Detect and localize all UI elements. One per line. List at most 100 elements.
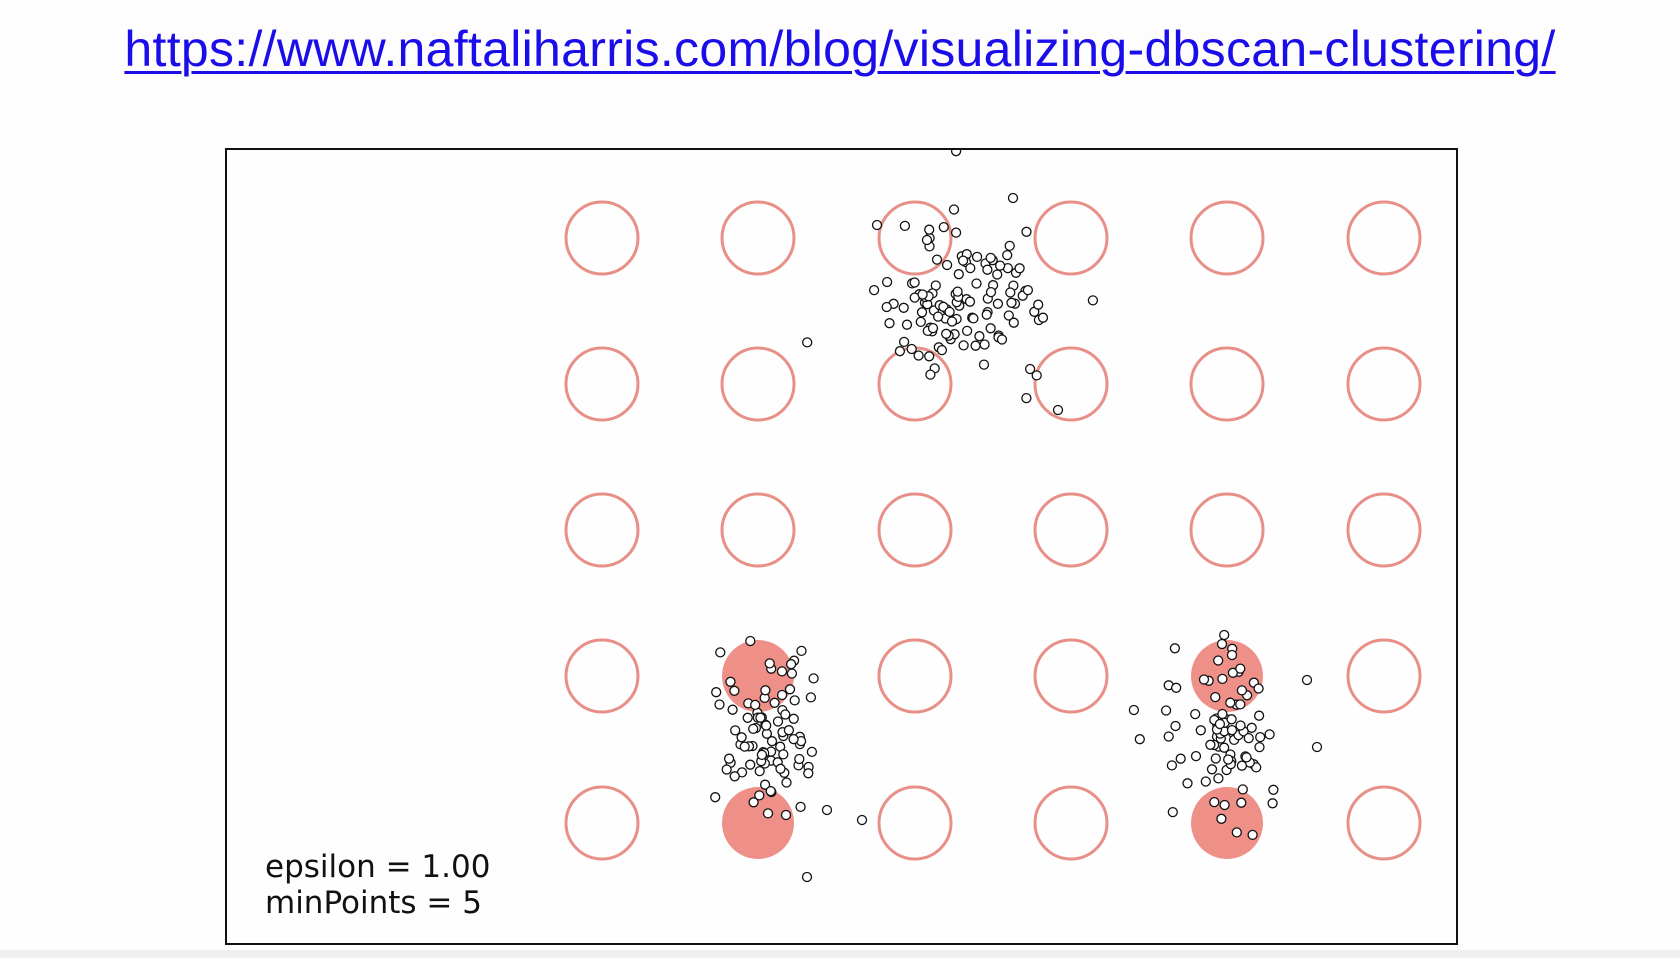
grid-circle [564,346,640,422]
grid-circle [1189,200,1265,276]
data-point [754,790,765,801]
data-point [784,684,796,695]
minpoints-label: minPoints = 5 [265,885,482,921]
data-point [985,286,997,298]
grid-circle [1346,492,1422,568]
data-point [729,771,740,782]
data-point [1169,643,1181,654]
parameters-label: epsilon = 1.00 minPoints = 5 [265,849,490,921]
outlier-point [780,809,792,821]
grid-circle [1033,638,1109,714]
data-point [1128,704,1140,716]
data-point [781,777,792,788]
data-point [742,712,753,723]
data-point [1247,829,1258,841]
core-circle-filled [722,787,794,859]
data-point [938,221,949,233]
data-point [1236,760,1248,771]
data-point [925,369,936,380]
data-point [1253,710,1265,721]
data-point [915,316,926,328]
data-point [1031,370,1042,381]
data-point [1226,724,1238,736]
data-point [1198,674,1210,685]
data-point [899,220,911,232]
data-point [1241,752,1252,763]
grid-circle [564,200,640,276]
data-point [1219,629,1230,641]
data-point [762,808,774,819]
data-point [710,792,721,803]
data-point [927,322,939,334]
dbscan-visualization[interactable]: epsilon = 1.00 minPoints = 5 [225,148,1458,945]
data-point [981,309,992,320]
data-point [985,323,996,334]
data-point [727,704,738,715]
data-point [1264,729,1275,740]
grid-circle [1346,200,1422,276]
data-point [992,298,1004,309]
data-point [750,699,761,711]
data-point [1022,284,1034,296]
data-point [1170,720,1181,732]
data-point [1255,731,1266,743]
data-point [1235,720,1246,731]
data-point [1235,663,1246,674]
data-point [985,252,996,264]
blog-url-link[interactable]: https://www.naftaliharris.com/blog/visua… [124,21,1556,77]
data-point [766,736,778,747]
data-point [776,666,788,677]
grid-circle [564,492,640,568]
data-point [868,284,880,296]
grid-circle [1346,638,1422,714]
data-point [745,635,756,647]
outlier-point [856,814,868,826]
data-point [721,764,732,775]
data-point [994,260,1006,271]
grid-circle [1033,785,1109,861]
data-point [806,746,818,758]
data-point [898,336,910,348]
data-point [946,316,958,327]
outlier-point [1311,741,1323,753]
data-point [1033,299,1044,310]
data-point [948,204,960,215]
data-point [795,801,806,813]
data-point [755,712,766,723]
data-point [941,259,953,271]
grid-circle [1033,200,1109,276]
outlier-point [801,871,813,883]
data-point [1235,699,1246,710]
data-point [971,278,982,289]
grid-circle [1346,346,1422,422]
data-point [714,699,725,710]
grid-circle [1033,492,1109,568]
data-point [780,709,791,720]
grid-circle [564,785,640,861]
data-point [952,286,963,297]
data-point [776,689,788,701]
data-point [924,224,935,235]
data-point [1175,753,1186,764]
data-point [1006,297,1017,308]
data-point [906,343,917,355]
data-point [898,302,909,313]
outlier-point [1007,192,1019,204]
grid-circle [1033,346,1109,422]
data-point [884,318,895,329]
data-point [1219,742,1230,753]
data-point [978,359,990,370]
data-point [725,676,736,687]
data-point [1205,739,1216,750]
outlier-point [1216,638,1228,650]
data-point [965,262,976,274]
data-point [748,723,759,735]
dbscan-canvas[interactable] [227,150,1456,943]
data-point [1237,784,1248,795]
data-point [894,346,906,357]
data-point [789,695,800,706]
outlier-point [921,234,933,246]
data-point [1160,705,1172,716]
grid-circle [1189,346,1265,422]
data-point [1216,813,1227,824]
